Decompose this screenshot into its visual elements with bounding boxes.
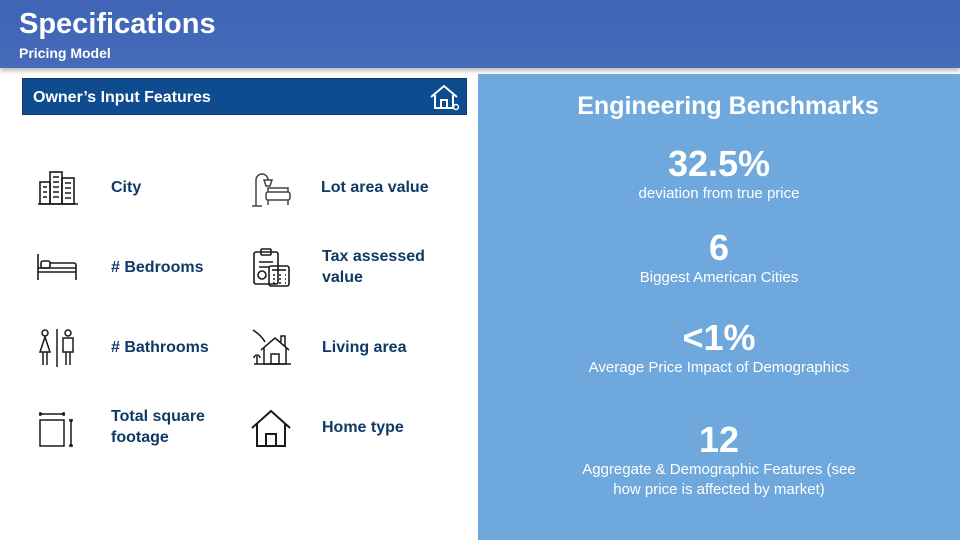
page-title: Specifications	[19, 8, 216, 40]
stat-value: <1%	[682, 317, 756, 358]
feature-label: Total square	[111, 408, 205, 425]
home-outline-icon	[251, 409, 291, 447]
stat-description-line-2: how price is affected by market)	[613, 481, 825, 498]
stat-description: Average Price Impact of Demographics	[588, 359, 850, 376]
feature-label: # Bedrooms	[111, 259, 204, 276]
engineering-benchmarks-panel: Engineering Benchmarks 32.5% deviation f…	[478, 74, 960, 540]
feature-label: # Bathrooms	[111, 339, 209, 356]
stat-aggregate-features: 12 Aggregate & Demographic Features (see…	[478, 420, 960, 500]
bed-icon	[37, 254, 77, 280]
stat-value: 6	[708, 227, 730, 268]
stat-description: Aggregate & Demographic Features (see	[582, 461, 856, 478]
owner-input-panel: Owner’s Input Features City	[0, 72, 478, 540]
section-header: Owner’s Input Features	[22, 78, 467, 115]
lamp-sofa-icon	[252, 173, 291, 207]
stat-value: 12	[698, 419, 740, 460]
feature-label-line-2: footage	[111, 429, 169, 446]
feature-label: Home type	[322, 419, 404, 436]
feature-label: Tax assessed	[322, 248, 425, 265]
stat-cities: 6 Biggest American Cities	[478, 228, 960, 288]
header-banner: Specifications Pricing Model	[0, 0, 960, 68]
square-dimensions-icon	[38, 412, 73, 448]
stat-value: 32.5%	[667, 143, 771, 184]
feature-label: Living area	[322, 339, 407, 356]
section-title: Owner’s Input Features	[33, 89, 211, 106]
stat-demographics-impact: <1% Average Price Impact of Demographics	[478, 318, 960, 378]
house-icon	[430, 84, 460, 111]
feature-label: City	[111, 179, 142, 196]
stat-description: Biggest American Cities	[639, 269, 799, 286]
feature-label: Lot area value	[321, 179, 429, 196]
restroom-icon	[38, 329, 74, 367]
feature-label-line-2: value	[322, 269, 363, 286]
benchmarks-title: Engineering Benchmarks	[577, 92, 879, 120]
stat-deviation: 32.5% deviation from true price	[478, 144, 960, 204]
city-buildings-icon	[38, 171, 78, 205]
stat-description: deviation from true price	[638, 185, 800, 202]
house-tree-icon	[252, 329, 291, 365]
clipboard-calculator-icon	[253, 248, 290, 287]
page-subtitle: Pricing Model	[19, 45, 111, 61]
